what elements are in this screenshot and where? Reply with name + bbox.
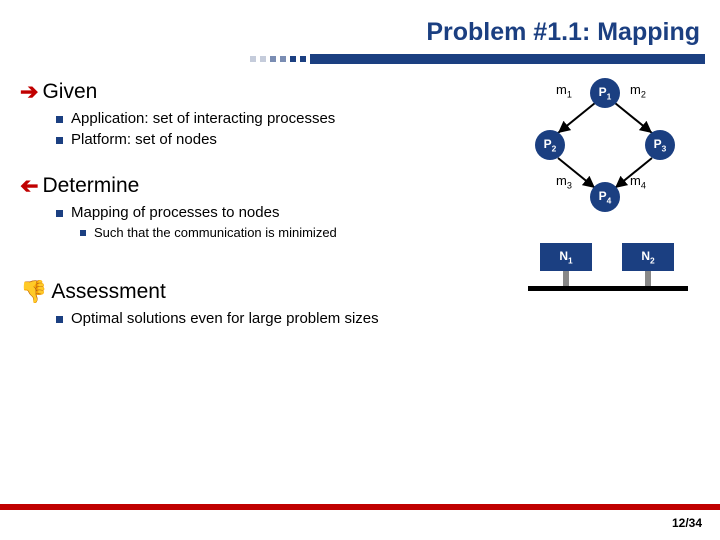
msg-m1: m1 bbox=[556, 82, 572, 100]
bullet-icon bbox=[56, 210, 63, 217]
content-area: ➔ Given Application: set of interacting … bbox=[20, 80, 460, 345]
given-label: Given bbox=[42, 80, 97, 104]
sub-list-item: Such that the communication is minimized bbox=[80, 225, 460, 240]
msg-m2: m2 bbox=[630, 82, 646, 100]
section-assessment: 👎 Assessment Optimal solutions even for … bbox=[20, 280, 460, 327]
bus-line bbox=[528, 286, 688, 291]
process-node-p3: P3 bbox=[645, 130, 675, 160]
determine-label: Determine bbox=[42, 174, 139, 198]
list-item: Optimal solutions even for large problem… bbox=[56, 310, 460, 327]
thumbs-down-icon: 👎 bbox=[20, 281, 47, 303]
arrow-right-icon: ➔ bbox=[20, 81, 38, 103]
item-text: Optimal solutions even for large problem… bbox=[71, 310, 379, 327]
footer-rule bbox=[0, 504, 720, 510]
msg-m3: m3 bbox=[556, 173, 572, 191]
sub-item-text: Such that the communication is minimized bbox=[94, 225, 337, 240]
sub-bullet-icon bbox=[80, 230, 86, 236]
list-item: Platform: set of nodes bbox=[56, 131, 460, 148]
item-text: Application: set of interacting processe… bbox=[71, 110, 335, 127]
process-diagram: P1 P2 P3 P4 m1 m2 m3 m4 N1 N2 bbox=[500, 78, 700, 338]
msg-m4: m4 bbox=[630, 173, 646, 191]
bus-stub bbox=[563, 271, 569, 287]
arrow-left-icon: ➔ bbox=[20, 175, 38, 197]
bullet-icon bbox=[56, 116, 63, 123]
section-given: ➔ Given Application: set of interacting … bbox=[20, 80, 460, 148]
section-determine: ➔ Determine Mapping of processes to node… bbox=[20, 174, 460, 240]
bus-stub bbox=[645, 271, 651, 287]
node-n2: N2 bbox=[622, 243, 674, 271]
list-item: Application: set of interacting processe… bbox=[56, 110, 460, 127]
process-node-p2: P2 bbox=[535, 130, 565, 160]
assessment-label: Assessment bbox=[51, 280, 165, 304]
node-n1: N1 bbox=[540, 243, 592, 271]
item-text: Platform: set of nodes bbox=[71, 131, 217, 148]
title-decor bbox=[250, 54, 705, 64]
process-node-p1: P1 bbox=[590, 78, 620, 108]
bullet-icon bbox=[56, 316, 63, 323]
slide-title: Problem #1.1: Mapping bbox=[426, 18, 700, 47]
list-item: Mapping of processes to nodes bbox=[56, 204, 460, 221]
item-text: Mapping of processes to nodes bbox=[71, 204, 279, 221]
bullet-icon bbox=[56, 137, 63, 144]
process-node-p4: P4 bbox=[590, 182, 620, 212]
page-number: 12/34 bbox=[672, 516, 702, 530]
